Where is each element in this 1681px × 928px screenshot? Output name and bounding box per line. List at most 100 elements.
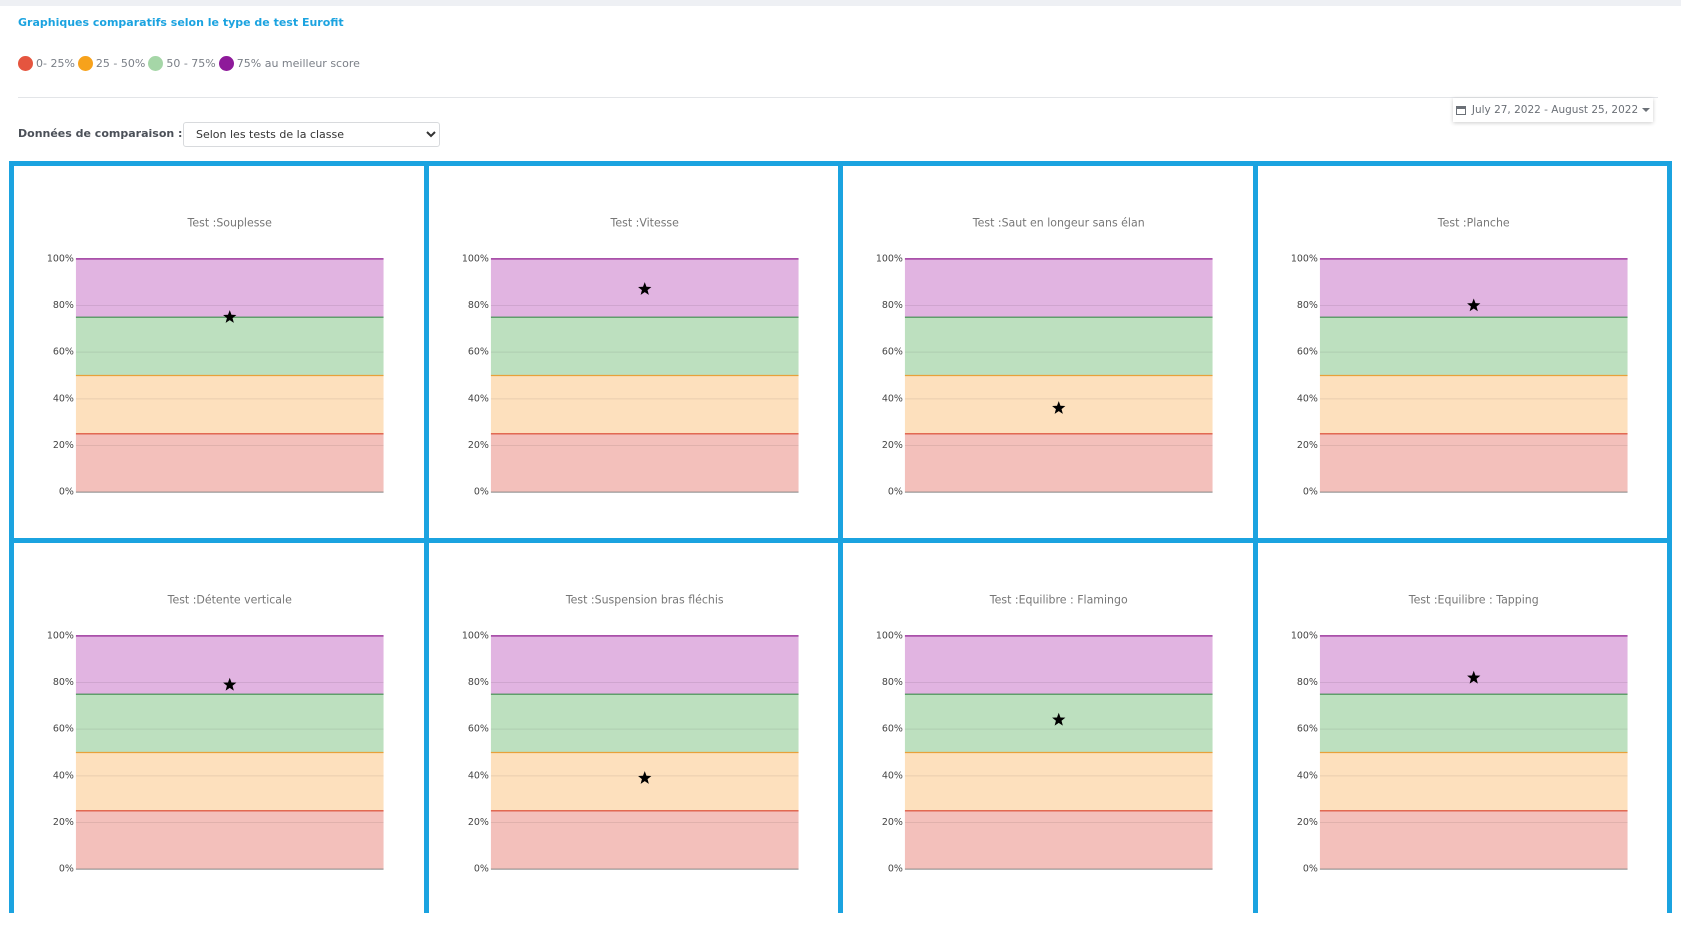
band — [490, 433, 799, 493]
band — [904, 317, 1213, 376]
chart-card: Test :Saut en longeur sans élan 0% 20% 40% 6… — [843, 166, 1253, 538]
y-tick-label: 80% — [467, 677, 488, 688]
chart-card: Test :Suspension bras fléchis 0% 20% 40% 60%… — [428, 542, 838, 915]
chart: Test :Saut en longeur sans élan 0% 20% 40% 6… — [876, 217, 1213, 498]
chart: Test :Détente verticale 0% 20% 40% 60% 80% 100… — [47, 593, 384, 874]
band — [75, 752, 384, 811]
chart-title: Test :Souplesse — [187, 217, 273, 230]
chart: Test :Planche 0% 20% 40% 60% 80% 100% — [1290, 217, 1628, 498]
chart-card: Test :Planche 0% 20% 40% 60% 80% 100% — [1257, 166, 1667, 538]
y-tick-label: 60% — [1296, 723, 1317, 734]
legend-item: 0- 25% — [18, 56, 75, 71]
legend-label: 50 - 75% — [166, 57, 216, 70]
y-tick-label: 100% — [1290, 630, 1317, 641]
chart-card: Test :Souplesse 0% 20% 40% 60% 80% 100% — [14, 166, 424, 538]
chart-card: Test :Vitesse 0% 20% 40% 60% 80% 100% — [428, 166, 838, 538]
y-tick-label: 80% — [882, 300, 903, 311]
chart: Test :Souplesse 0% 20% 40% 60% 80% 100% — [47, 217, 384, 498]
chart-grid: Test :Souplesse 0% 20% 40% 60% 80% 100% Test :V… — [9, 161, 1672, 915]
legend-swatch — [218, 56, 234, 71]
score-star — [1052, 401, 1066, 414]
band — [1319, 433, 1628, 493]
band — [904, 433, 1213, 493]
legend-swatch — [18, 56, 33, 71]
legend-label: 25 - 50% — [95, 57, 146, 70]
page: Graphiques comparatifs selon le type de … — [0, 6, 1681, 928]
legend-item: 25 - 50% — [77, 56, 146, 71]
legend-swatch — [148, 56, 164, 71]
y-tick-label: 60% — [882, 723, 903, 734]
band — [904, 693, 1213, 753]
y-tick-label: 80% — [1296, 300, 1317, 311]
chart: Test :Equilibre : Flamingo 0% 20% 40% 60% 80%… — [876, 593, 1213, 874]
calendar-icon — [1455, 106, 1466, 115]
band — [490, 635, 799, 694]
y-tick-label: 60% — [467, 723, 488, 734]
chart-title: Test :Equilibre : Flamingo — [989, 593, 1128, 606]
score-star — [637, 770, 651, 784]
y-tick-label: 0% — [59, 863, 74, 874]
band — [490, 317, 799, 376]
band — [1319, 752, 1628, 811]
y-tick-label: 80% — [1296, 677, 1317, 688]
y-tick-label: 100% — [461, 253, 488, 264]
chart-title: Test :Suspension bras fléchis — [564, 593, 723, 606]
y-tick-label: 80% — [53, 300, 74, 311]
y-tick-label: 100% — [1290, 253, 1317, 264]
band — [1319, 693, 1628, 753]
y-tick-label: 0% — [888, 487, 903, 498]
band — [1319, 317, 1628, 376]
legend-swatch — [77, 56, 93, 71]
y-tick-label: 60% — [1296, 347, 1317, 358]
chart-title: Test :Planche — [1436, 217, 1509, 230]
comparison-label: Données de comparaison : — [18, 127, 183, 140]
score-star — [1052, 712, 1066, 726]
y-tick-label: 20% — [53, 816, 74, 827]
page-title: Graphiques comparatifs selon le type de … — [18, 16, 344, 29]
band — [904, 752, 1213, 811]
y-tick-label: 40% — [1296, 393, 1317, 404]
y-tick-label: 20% — [467, 440, 488, 451]
band — [904, 258, 1213, 318]
y-tick-label: 100% — [461, 630, 488, 641]
y-tick-label: 60% — [467, 347, 488, 358]
y-tick-label: 20% — [53, 440, 74, 451]
chart-card: Test :Equilibre : Flamingo 0% 20% 40% 60% 80%… — [843, 542, 1253, 915]
chart: Test :Suspension bras fléchis 0% 20% 40% 60%… — [461, 593, 799, 874]
y-tick-label: 40% — [1296, 770, 1317, 781]
y-tick-label: 20% — [882, 816, 903, 827]
y-tick-label: 20% — [1296, 440, 1317, 451]
legend-item: 75% au meilleur score — [218, 56, 360, 71]
y-tick-label: 100% — [876, 253, 903, 264]
band — [75, 693, 384, 753]
band — [1319, 810, 1628, 869]
y-tick-label: 20% — [467, 816, 488, 827]
band — [75, 810, 384, 869]
legend-label: 0- 25% — [36, 57, 75, 70]
band — [490, 693, 799, 753]
date-range-button[interactable]: July 27, 2022 - August 25, 2022 — [1453, 98, 1653, 122]
legend: 0- 25% 25 - 50% 50 - 75% 75% au meilleur sc… — [18, 56, 363, 71]
y-tick-label: 0% — [59, 487, 74, 498]
y-tick-label: 0% — [473, 863, 488, 874]
date-range-text: July 27, 2022 - August 25, 2022 — [1471, 104, 1639, 116]
band — [75, 258, 384, 318]
comparison-select[interactable]: Selon les tests de la classe — [183, 122, 440, 147]
y-tick-label: 60% — [882, 347, 903, 358]
y-tick-label: 60% — [53, 723, 74, 734]
y-tick-label: 100% — [47, 630, 74, 641]
y-tick-label: 100% — [47, 253, 74, 264]
chart-title: Test :Equilibre : Tapping — [1407, 593, 1538, 606]
score-star — [1466, 670, 1480, 684]
y-tick-label: 40% — [882, 393, 903, 404]
band — [490, 810, 799, 869]
band — [904, 635, 1213, 694]
score-star — [637, 282, 651, 295]
y-tick-label: 80% — [467, 300, 488, 311]
y-tick-label: 0% — [888, 863, 903, 874]
y-tick-label: 40% — [467, 393, 488, 404]
band — [1319, 375, 1628, 434]
y-tick-label: 40% — [467, 770, 488, 781]
band — [490, 752, 799, 811]
band — [75, 317, 384, 376]
